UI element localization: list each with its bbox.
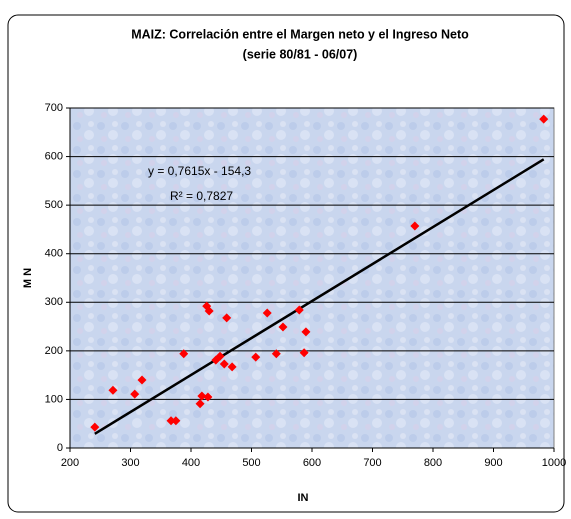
chart-title: MAIZ: Correlación entre el Margen neto y… xyxy=(131,27,469,41)
annotation: R² = 0,7827 xyxy=(170,189,233,203)
data-point xyxy=(204,306,214,316)
y-tick-label: 300 xyxy=(45,296,63,308)
annotation: y = 0,7615x - 154,3 xyxy=(148,164,251,178)
x-tick-label: 600 xyxy=(303,457,321,469)
y-tick-label: 500 xyxy=(45,199,63,211)
data-point xyxy=(203,392,213,402)
data-point xyxy=(90,422,100,432)
x-tick-label: 200 xyxy=(61,457,79,469)
x-tick-label: 400 xyxy=(182,457,200,469)
y-tick-label: 200 xyxy=(45,345,63,357)
data-point xyxy=(166,416,176,426)
data-point xyxy=(271,349,281,359)
data-point xyxy=(227,362,237,372)
plot-area xyxy=(69,107,555,449)
data-point xyxy=(294,305,304,315)
y-tick-label: 600 xyxy=(45,150,63,162)
data-point xyxy=(195,399,205,409)
x-tick-label: 1000 xyxy=(542,457,566,469)
data-point xyxy=(278,322,288,332)
data-point xyxy=(251,352,261,362)
x-tick-label: 700 xyxy=(363,457,381,469)
chart-subtitle: (serie 80/81 - 06/07) xyxy=(243,47,358,61)
data-point xyxy=(137,375,147,385)
data-point xyxy=(262,308,272,318)
x-axis-label: IN xyxy=(298,492,309,504)
x-tick-label: 500 xyxy=(242,457,260,469)
y-tick-label: 0 xyxy=(57,442,63,454)
y-axis-label: M N xyxy=(22,268,34,288)
trendline xyxy=(94,158,545,435)
data-point xyxy=(179,349,189,359)
data-point xyxy=(299,348,309,358)
data-point xyxy=(108,385,118,395)
data-point xyxy=(410,221,420,231)
data-point xyxy=(197,391,207,401)
data-point xyxy=(130,389,140,399)
x-tick-label: 800 xyxy=(424,457,442,469)
data-point xyxy=(219,359,229,369)
data-point xyxy=(539,114,549,124)
y-tick-label: 400 xyxy=(45,248,63,260)
x-tick-label: 900 xyxy=(484,457,502,469)
data-point xyxy=(301,327,311,337)
data-point xyxy=(171,416,181,426)
data-point xyxy=(215,351,225,361)
data-point xyxy=(222,313,232,323)
y-tick-label: 100 xyxy=(45,393,63,405)
x-tick-label: 300 xyxy=(121,457,139,469)
y-tick-label: 700 xyxy=(45,102,63,114)
